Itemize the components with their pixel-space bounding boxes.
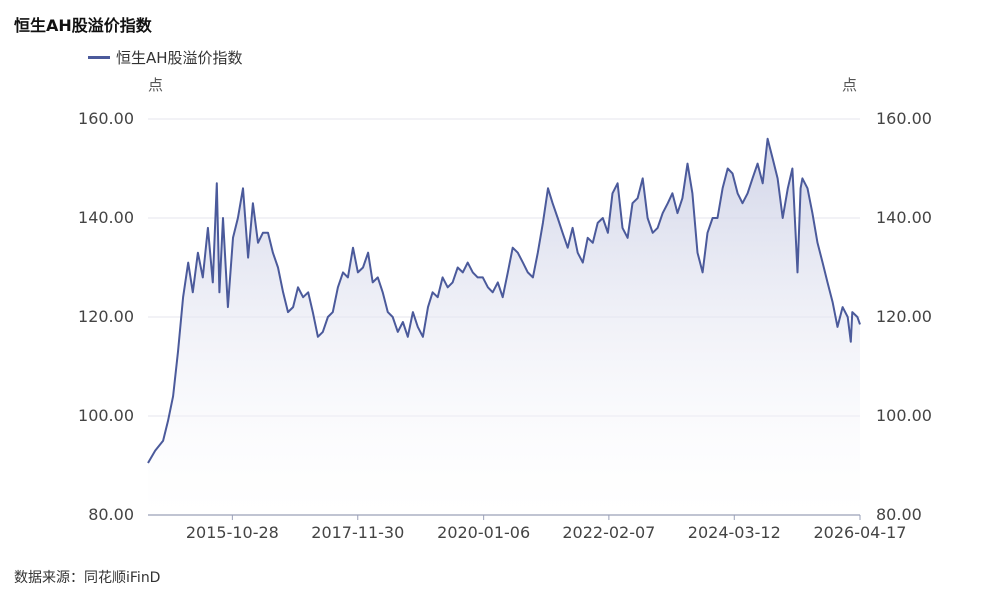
y-tick-label-left: 160.00 [78, 109, 134, 128]
series-line [147, 137, 861, 464]
y-axis-right-unit: 点 [842, 76, 858, 94]
legend-swatch [88, 56, 110, 59]
x-tick-label: 2020-01-06 [437, 523, 530, 542]
legend[interactable]: 恒生AH股溢价指数 [88, 47, 243, 68]
x-tick-label: 2017-11-30 [311, 523, 404, 542]
x-tick-label: 2024-03-12 [688, 523, 781, 542]
y-tick-label-right: 120.00 [876, 307, 932, 326]
y-axis-left-unit: 点 [148, 76, 164, 94]
x-tick-label: 2015-10-28 [186, 523, 279, 542]
data-source: 数据来源：同花顺iFinD [14, 570, 161, 586]
x-tick-label: 2022-02-07 [562, 523, 655, 542]
y-tick-label-left: 120.00 [78, 307, 134, 326]
y-tick-label-right: 140.00 [876, 208, 932, 227]
axes [148, 514, 861, 520]
area-layer [147, 137, 861, 516]
y-tick-label-left: 140.00 [78, 208, 134, 227]
area-fill [148, 138, 860, 516]
y-tick-label-right: 100.00 [876, 406, 932, 425]
tick-labels: 80.00 80.00 100.00 100.00 120.00 120.00 140.00… [78, 109, 932, 542]
y-tick-label-right: 160.00 [876, 109, 932, 128]
y-tick-label-left: 80.00 [88, 505, 134, 524]
y-tick-label-right: 80.00 [876, 505, 922, 524]
y-tick-label-left: 100.00 [78, 406, 134, 425]
x-tick-label: 2026-04-17 [814, 523, 907, 542]
legend-label: 恒生AH股溢价指数 [116, 49, 243, 67]
chart-title: 恒生AH股溢价指数 [14, 16, 152, 35]
